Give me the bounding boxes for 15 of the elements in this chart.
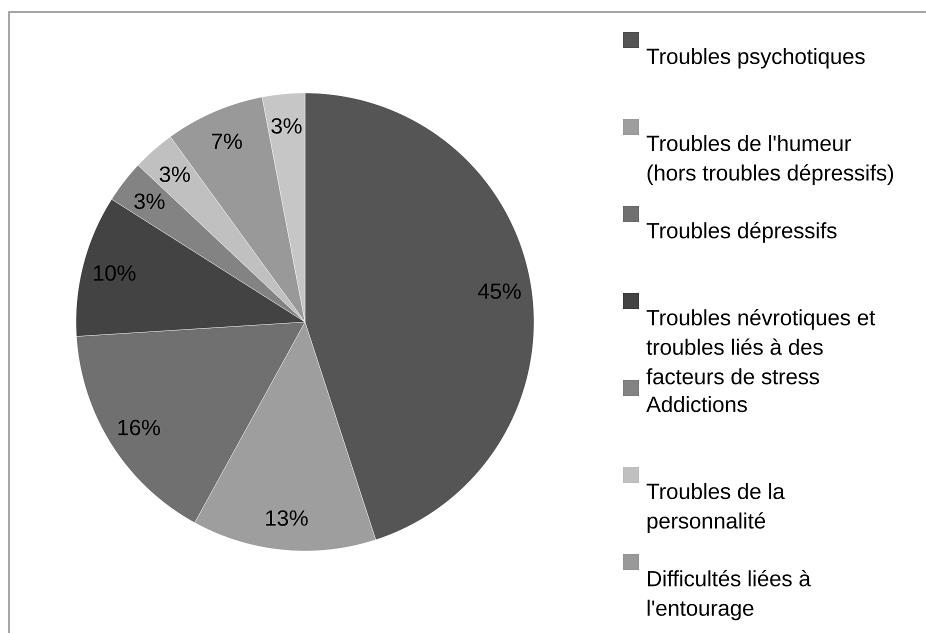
data-label: 16% — [118, 420, 160, 436]
data-label: 3% — [160, 166, 190, 182]
legend-label: Troubles psychotiques — [646, 48, 865, 68]
data-label: 7% — [212, 134, 242, 149]
legend-label: Troubles de la personnalité — [646, 482, 785, 534]
legend-label: Troubles névrotiques et troubles liés à des facteurs de stress — [646, 308, 876, 384]
legend-label: Troubles de l'humeur (hors troubles dépressifs) — [646, 134, 893, 186]
legend-label: Difficultés liées à l'entourage — [648, 570, 811, 620]
legend-label: Addictions — [646, 396, 747, 412]
data-label: 45% — [478, 283, 521, 299]
legend-label: Troubles dépressifs — [646, 222, 837, 243]
data-label: 13% — [266, 510, 308, 526]
data-label: 10% — [94, 265, 136, 281]
data-label: 3% — [271, 118, 302, 134]
data-label: 3% — [134, 193, 165, 210]
